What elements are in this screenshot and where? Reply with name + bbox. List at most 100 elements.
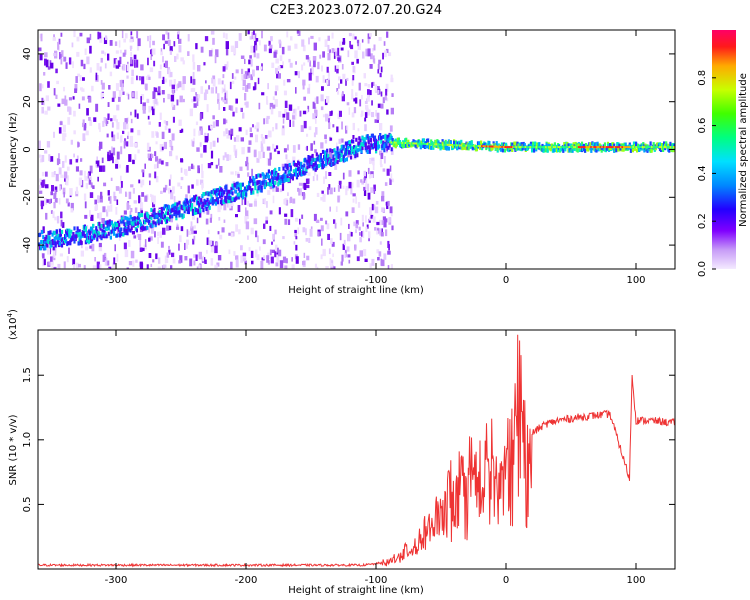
heat-noise-blob	[152, 40, 155, 46]
heat-noise-blob	[354, 36, 357, 40]
heat-noise-blob	[273, 51, 277, 58]
heat-ridge-cell	[128, 220, 131, 225]
heat-noise-blob	[74, 83, 78, 91]
heat-noise-blob	[266, 115, 270, 120]
heat-noise-blob	[228, 130, 231, 136]
heat-ridge-cell	[118, 222, 121, 227]
heat-noise-blob	[111, 131, 114, 138]
heat-noise-blob	[169, 151, 173, 157]
heat-noise-blob	[210, 213, 213, 219]
y-tick-label: 0	[22, 146, 33, 152]
heat-ridge-cell	[67, 241, 70, 246]
heat-ridge-cell	[360, 149, 363, 154]
heat-noise-blob	[133, 200, 137, 204]
heat-noise-blob	[122, 91, 125, 95]
heat-ridge-cell	[247, 186, 250, 191]
heat-noise-blob	[201, 170, 204, 179]
heat-core-cell	[658, 146, 661, 149]
heat-core-cell	[398, 141, 400, 144]
heat-noise-blob	[372, 163, 375, 170]
heat-noise-blob	[170, 145, 174, 151]
heat-noise-blob	[179, 95, 183, 103]
heat-core-cell	[529, 146, 531, 149]
heat-noise-blob	[239, 166, 243, 171]
heat-noise-blob	[74, 88, 78, 93]
heat-noise-blob	[57, 41, 60, 50]
heat-noise-blob	[112, 91, 116, 99]
heat-ridge-cell	[124, 231, 127, 236]
heat-noise-blob	[109, 196, 112, 204]
heat-noise-blob	[357, 170, 360, 175]
heat-noise-blob	[237, 173, 240, 178]
heat-ridge-cell	[109, 235, 112, 240]
heat-noise-blob	[126, 63, 130, 72]
heat-noise-blob	[356, 179, 360, 188]
heat-core-cell	[506, 146, 508, 149]
heat-noise-blob	[45, 59, 49, 68]
x-tick-label: -100	[365, 575, 388, 586]
heat-noise-blob	[207, 236, 210, 242]
heat-noise-blob	[297, 106, 300, 110]
heat-noise-blob	[282, 61, 284, 69]
heat-noise-blob	[118, 187, 122, 194]
heat-noise-blob	[130, 208, 133, 213]
heat-noise-blob	[165, 31, 168, 35]
heat-noise-blob	[298, 188, 301, 196]
heat-noise-blob	[54, 189, 57, 195]
heat-noise-blob	[89, 192, 94, 198]
heat-ridge-cell	[358, 136, 361, 141]
heat-noise-blob	[192, 62, 196, 70]
heat-ridge-cell	[277, 176, 280, 181]
heat-noise-blob	[105, 118, 108, 127]
heat-noise-blob	[192, 202, 196, 210]
heat-noise-blob	[354, 244, 357, 251]
heat-noise-blob	[223, 118, 226, 125]
heat-ridge-cell	[78, 229, 81, 234]
heat-noise-blob	[285, 258, 288, 264]
heat-noise-blob	[190, 221, 193, 229]
heat-ridge-cell	[46, 243, 49, 248]
heat-noise-blob	[350, 232, 353, 237]
heat-noise-blob	[346, 102, 350, 106]
heat-ridge-cell	[38, 242, 41, 247]
heat-noise-blob	[195, 92, 197, 96]
heat-noise-blob	[337, 90, 340, 95]
heat-noise-blob	[253, 218, 258, 225]
heat-core-cell	[612, 146, 614, 149]
heat-noise-blob	[352, 122, 355, 130]
heat-core-cell	[557, 146, 560, 149]
heat-noise-blob	[82, 77, 85, 81]
heat-noise-blob	[242, 79, 246, 86]
heat-noise-blob	[348, 231, 352, 237]
heat-core-cell	[527, 146, 530, 149]
heat-noise-blob	[229, 81, 232, 90]
heat-ridge-cell	[587, 147, 590, 152]
heat-ridge-cell	[212, 190, 215, 195]
heat-noise-blob	[238, 229, 241, 235]
heat-ridge-cell	[200, 198, 203, 203]
heat-noise-blob	[84, 176, 88, 181]
heat-noise-blob	[254, 82, 257, 90]
heat-core-cell	[496, 145, 499, 148]
heat-core-cell	[577, 146, 580, 149]
heat-core-cell	[443, 143, 446, 146]
heat-core-cell	[621, 146, 623, 149]
heat-noise-blob	[155, 176, 159, 183]
heat-ridge-cell	[57, 236, 60, 241]
heat-noise-blob	[126, 123, 129, 130]
heat-noise-blob	[42, 259, 45, 267]
heat-noise-blob	[256, 254, 260, 261]
heat-ridge-cell	[44, 246, 47, 251]
heat-noise-blob	[140, 96, 142, 104]
heat-noise-blob	[115, 65, 120, 69]
heat-noise-blob	[69, 188, 73, 196]
heat-ridge-cell	[175, 213, 178, 218]
heat-ridge-cell	[73, 226, 76, 231]
heat-noise-blob	[89, 33, 92, 41]
heat-ridge-cell	[326, 156, 329, 161]
heat-noise-blob	[215, 242, 219, 247]
heat-noise-blob	[138, 179, 141, 184]
heat-noise-blob	[235, 69, 239, 74]
heat-noise-blob	[357, 202, 361, 208]
heat-noise-blob	[389, 178, 392, 185]
